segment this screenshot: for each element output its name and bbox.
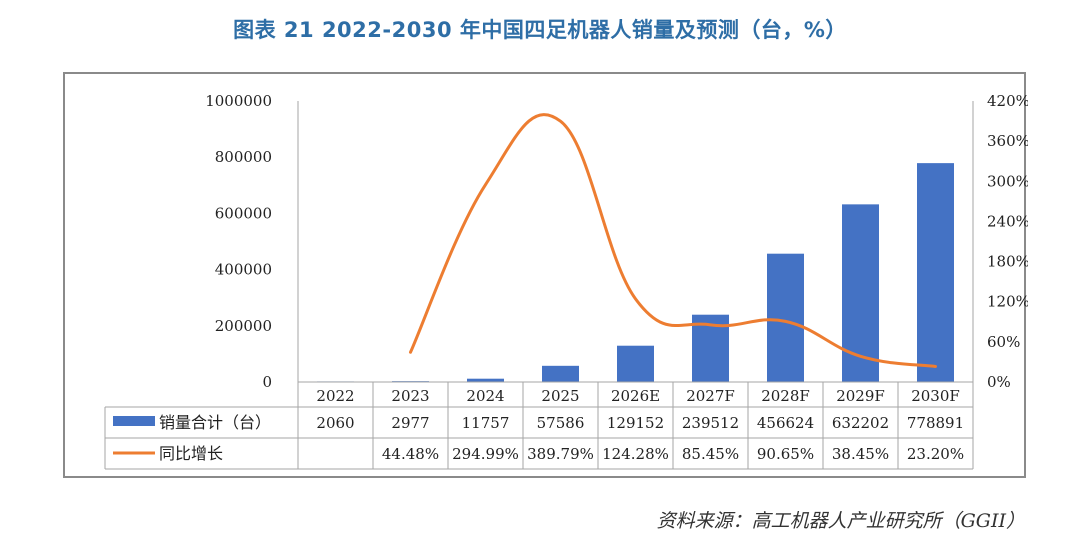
legend-key-sales (113, 416, 155, 426)
bar-sales (542, 365, 579, 382)
x-category-label: 2027F (686, 387, 735, 405)
chart-svg: 0 200000 400000 600000 800000 1000000 0% 60% 120… (104, 92, 1028, 470)
table-value-growth: 38.45% (832, 445, 889, 463)
table-value-sales: 57586 (537, 414, 585, 432)
legend-label-sales: 销量合计（台） (159, 413, 271, 432)
bar-sales (617, 345, 654, 382)
y-left-tick-label: 0 (262, 373, 272, 391)
table-value-growth: 44.48% (382, 445, 439, 463)
table-value-sales: 456624 (757, 414, 814, 432)
y-right-tick-label: 300% (987, 172, 1028, 190)
x-category-label: 2028F (761, 387, 810, 405)
bar-sales (767, 253, 804, 382)
y-right-tick-label: 420% (987, 92, 1028, 110)
bar-sales (917, 163, 954, 382)
y-right-tick-label: 240% (987, 212, 1028, 230)
y-right-tick-label: 360% (987, 132, 1028, 150)
table-value-growth: 294.99% (452, 445, 519, 463)
table-value-growth: 124.28% (602, 445, 669, 463)
table-value-sales: 632202 (832, 414, 889, 432)
table-value-growth: 23.20% (907, 445, 964, 463)
table-value-sales: 2060 (316, 414, 354, 432)
y-right-tick-label: 120% (987, 293, 1028, 311)
source-note: 资料来源：高工机器人产业研究所（GGII） (656, 510, 1025, 532)
x-category-label: 2022 (316, 387, 354, 405)
table-value-sales: 129152 (607, 414, 664, 432)
bar-sales (467, 378, 504, 382)
y-right-tick-label: 60% (987, 333, 1020, 351)
table-value-sales: 239512 (682, 414, 739, 432)
table-value-sales: 778891 (907, 414, 964, 432)
y-left-tick-label: 1000000 (205, 92, 272, 110)
line-growth-rate (409, 113, 937, 368)
x-category-label: 2026E (611, 387, 660, 405)
x-category-label: 2030F (911, 387, 960, 405)
table-value-sales: 11757 (462, 414, 510, 432)
x-category-label: 2024 (466, 387, 504, 405)
x-category-label: 2023 (391, 387, 429, 405)
y-left-tick-label: 200000 (215, 317, 272, 335)
x-category-label: 2025 (541, 387, 579, 405)
table-value-sales: 2977 (391, 414, 429, 432)
table-value-growth: 85.45% (682, 445, 739, 463)
chart-title: 图表 21 2022-2030 年中国四足机器人销量及预测（台，%） (233, 18, 847, 42)
y-left-tick-label: 600000 (215, 204, 272, 222)
chart-frame: 0 200000 400000 600000 800000 1000000 0% 60% 120… (63, 72, 1028, 478)
table-value-growth: 389.79% (527, 445, 594, 463)
y-right-tick-label: 0% (987, 373, 1011, 391)
table-value-growth: 90.65% (757, 445, 814, 463)
x-category-label: 2029F (836, 387, 885, 405)
y-left-tick-label: 800000 (215, 148, 272, 166)
y-right-tick-label: 180% (987, 253, 1028, 271)
legend-label-growth: 同比增长 (159, 444, 223, 463)
y-left-tick-label: 400000 (215, 261, 272, 279)
